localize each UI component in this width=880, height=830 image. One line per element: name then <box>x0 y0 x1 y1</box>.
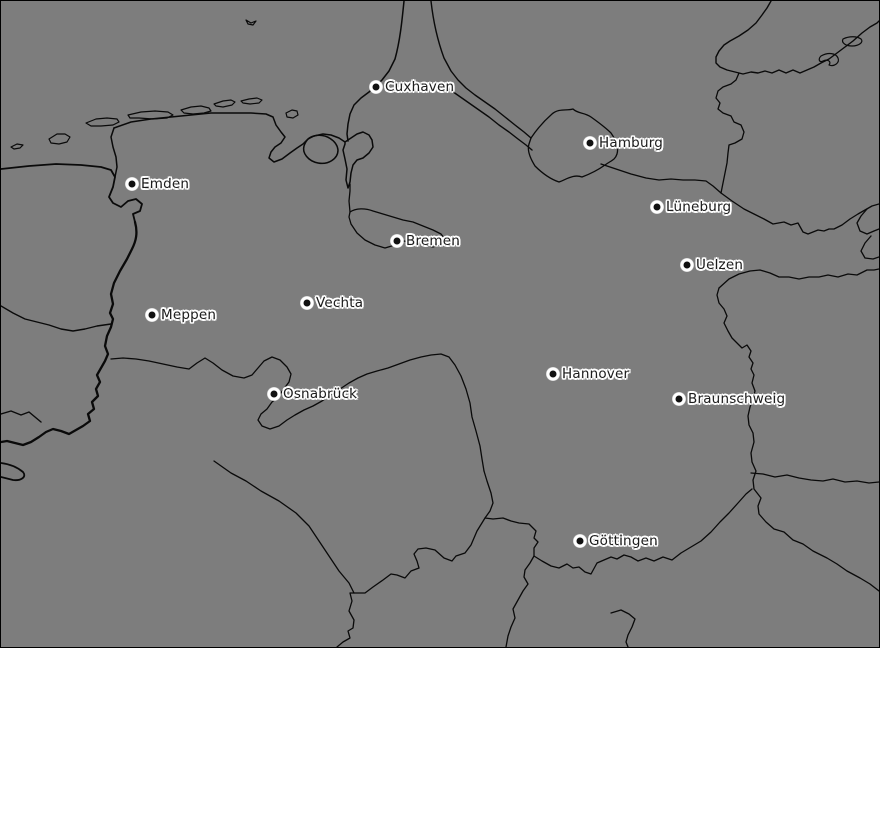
city-label-2: Emden <box>141 176 190 192</box>
city-marker-5 <box>680 258 694 272</box>
baltic-island-1 <box>841 36 863 47</box>
border-saxony-anhalt <box>716 287 879 592</box>
island-spiekeroog <box>180 105 212 115</box>
island-juist <box>48 133 71 145</box>
island-neuwerk <box>245 19 257 26</box>
border-thuringia-east <box>533 488 753 575</box>
mecklenburg-border <box>715 72 745 194</box>
coastline-east-frisia-west <box>110 127 118 178</box>
island-minsener-oog <box>240 97 263 105</box>
city-marker-6 <box>300 296 314 310</box>
nrw-border-south <box>213 460 355 594</box>
city-marker-4 <box>390 234 404 248</box>
dutch-border <box>1 220 138 447</box>
border-hesse-west <box>336 517 486 647</box>
precipitation-map: Cuxhaven Hamburg Emden Lüneburg Bremen Uelzen… <box>0 0 880 648</box>
map-borders-svg <box>1 1 879 647</box>
dutch-inner-border-3 <box>1 462 26 482</box>
border-harz-horizontal <box>750 472 879 484</box>
city-label-6: Vechta <box>316 295 364 311</box>
city-label-9: Braunschweig <box>688 391 786 407</box>
city-label-1: Hamburg <box>599 135 663 151</box>
footer: Niederschlag, 1std (in mm) Modell: ICON-… <box>0 648 880 830</box>
coastline-ems <box>1 163 143 223</box>
elbe-river-north-bank <box>430 1 532 139</box>
city-label-0: Cuxhaven <box>385 79 455 95</box>
bremen-state-border <box>348 208 446 249</box>
city-label-10: Osnabrück <box>283 386 358 402</box>
border-knot-east-1 <box>856 208 879 235</box>
island-mellum <box>285 109 299 119</box>
island-borkum <box>10 143 24 150</box>
island-norderney <box>85 117 120 127</box>
elbe-river-south-bank <box>448 88 533 151</box>
city-label-7: Meppen <box>161 307 217 323</box>
city-marker-3 <box>650 200 664 214</box>
island-langeoog <box>127 110 174 120</box>
city-marker-8 <box>546 367 560 381</box>
city-marker-7 <box>145 308 159 322</box>
baltic-coastline <box>715 1 879 75</box>
hamburg-state-border <box>527 108 619 183</box>
island-wangerooge <box>213 99 236 108</box>
city-marker-9 <box>672 392 686 406</box>
city-marker-2 <box>125 177 139 191</box>
jade-bay <box>302 134 339 165</box>
border-altmark-horizontal <box>718 268 879 289</box>
border-knot-east-2 <box>860 235 879 260</box>
elbe-border-southeast <box>600 163 879 235</box>
nrw-border <box>110 353 485 472</box>
baltic-lake <box>818 52 839 67</box>
city-label-5: Uelzen <box>696 257 744 273</box>
coastline-wadden <box>113 112 315 163</box>
border-weser-hills <box>483 470 539 647</box>
city-marker-10 <box>267 387 281 401</box>
city-label-8: Hannover <box>562 366 630 382</box>
weser-river <box>348 183 351 213</box>
city-label-4: Bremen <box>406 233 461 249</box>
city-marker-1 <box>583 136 597 150</box>
city-marker-11 <box>573 534 587 548</box>
city-marker-0 <box>369 80 383 94</box>
dutch-inner-border-2 <box>1 410 42 423</box>
city-label-11: Göttingen <box>589 533 658 549</box>
coastline-butjadingen <box>313 131 374 189</box>
dutch-inner-border-1 <box>1 305 112 332</box>
border-eichsfeld <box>610 609 636 647</box>
coastline-elbe-west-bank <box>346 1 405 142</box>
city-label-3: Lüneburg <box>666 199 732 215</box>
